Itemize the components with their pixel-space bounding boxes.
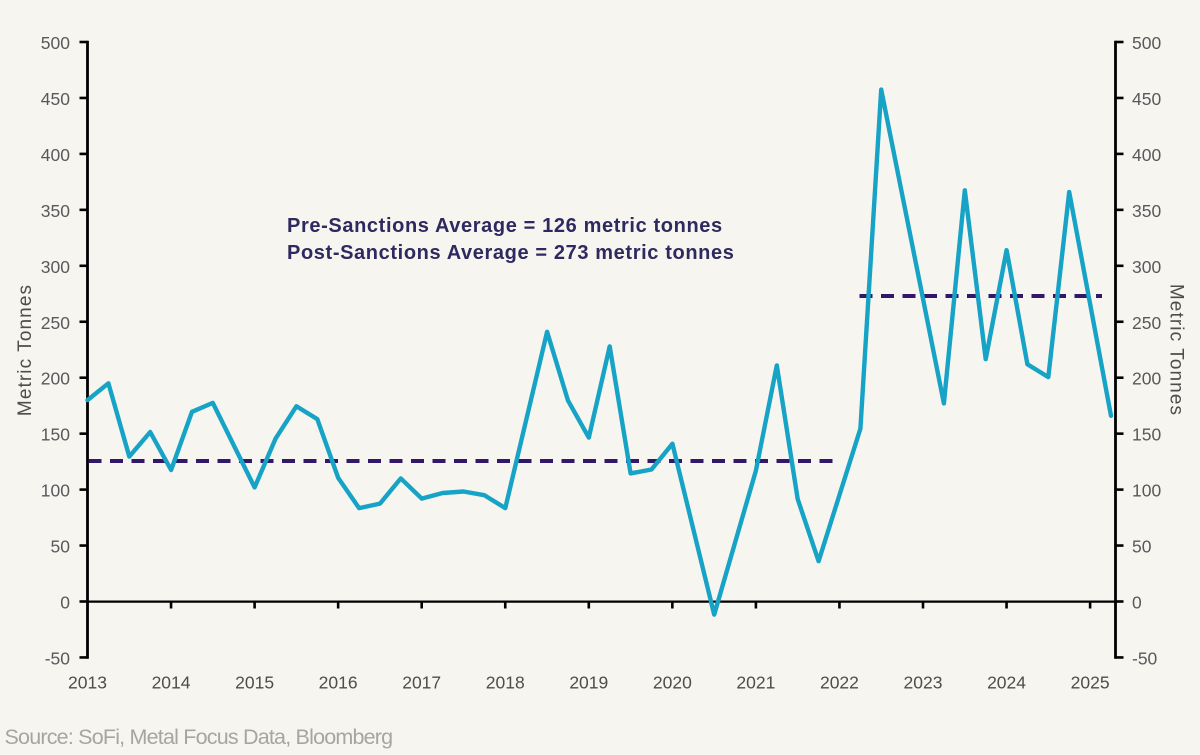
svg-text:2023: 2023	[904, 673, 943, 693]
svg-text:0: 0	[60, 593, 70, 613]
svg-text:2019: 2019	[569, 673, 608, 693]
svg-text:2018: 2018	[486, 673, 525, 693]
svg-text:2020: 2020	[653, 673, 692, 693]
svg-text:400: 400	[41, 145, 70, 165]
svg-text:500: 500	[1132, 33, 1161, 53]
svg-text:-50: -50	[1132, 648, 1158, 668]
svg-text:250: 250	[1132, 313, 1161, 333]
svg-text:200: 200	[41, 369, 70, 389]
svg-text:400: 400	[1132, 145, 1161, 165]
svg-text:100: 100	[41, 481, 70, 501]
svg-text:350: 350	[41, 201, 70, 221]
svg-text:Post-Sanctions Average = 273 m: Post-Sanctions Average = 273 metric tonn…	[287, 242, 735, 264]
svg-text:150: 150	[41, 425, 70, 445]
svg-text:-50: -50	[45, 648, 71, 668]
svg-text:300: 300	[41, 257, 70, 277]
svg-text:Source: SoFi, Metal Focus Data: Source: SoFi, Metal Focus Data, Bloomber…	[5, 725, 393, 749]
svg-text:350: 350	[1132, 201, 1161, 221]
svg-text:2024: 2024	[987, 673, 1026, 693]
svg-text:2025: 2025	[1071, 673, 1110, 693]
svg-text:Pre-Sanctions Average = 126 me: Pre-Sanctions Average = 126 metric tonne…	[287, 215, 723, 237]
svg-text:250: 250	[41, 313, 70, 333]
svg-text:Metric Tonnes: Metric Tonnes	[15, 284, 36, 416]
svg-text:2017: 2017	[402, 673, 441, 693]
svg-text:2013: 2013	[68, 673, 107, 693]
svg-text:2021: 2021	[736, 673, 775, 693]
svg-text:2015: 2015	[235, 673, 274, 693]
svg-text:50: 50	[51, 537, 71, 557]
svg-text:2022: 2022	[820, 673, 859, 693]
svg-text:50: 50	[1132, 537, 1152, 557]
svg-text:450: 450	[41, 89, 70, 109]
svg-text:450: 450	[1132, 89, 1161, 109]
svg-text:150: 150	[1132, 425, 1161, 445]
svg-text:100: 100	[1132, 481, 1161, 501]
svg-text:Metric Tonnes: Metric Tonnes	[1166, 284, 1187, 416]
svg-text:2016: 2016	[319, 673, 358, 693]
svg-text:2014: 2014	[152, 673, 191, 693]
svg-text:500: 500	[41, 33, 70, 53]
svg-text:200: 200	[1132, 369, 1161, 389]
svg-text:0: 0	[1132, 593, 1142, 613]
svg-text:300: 300	[1132, 257, 1161, 277]
